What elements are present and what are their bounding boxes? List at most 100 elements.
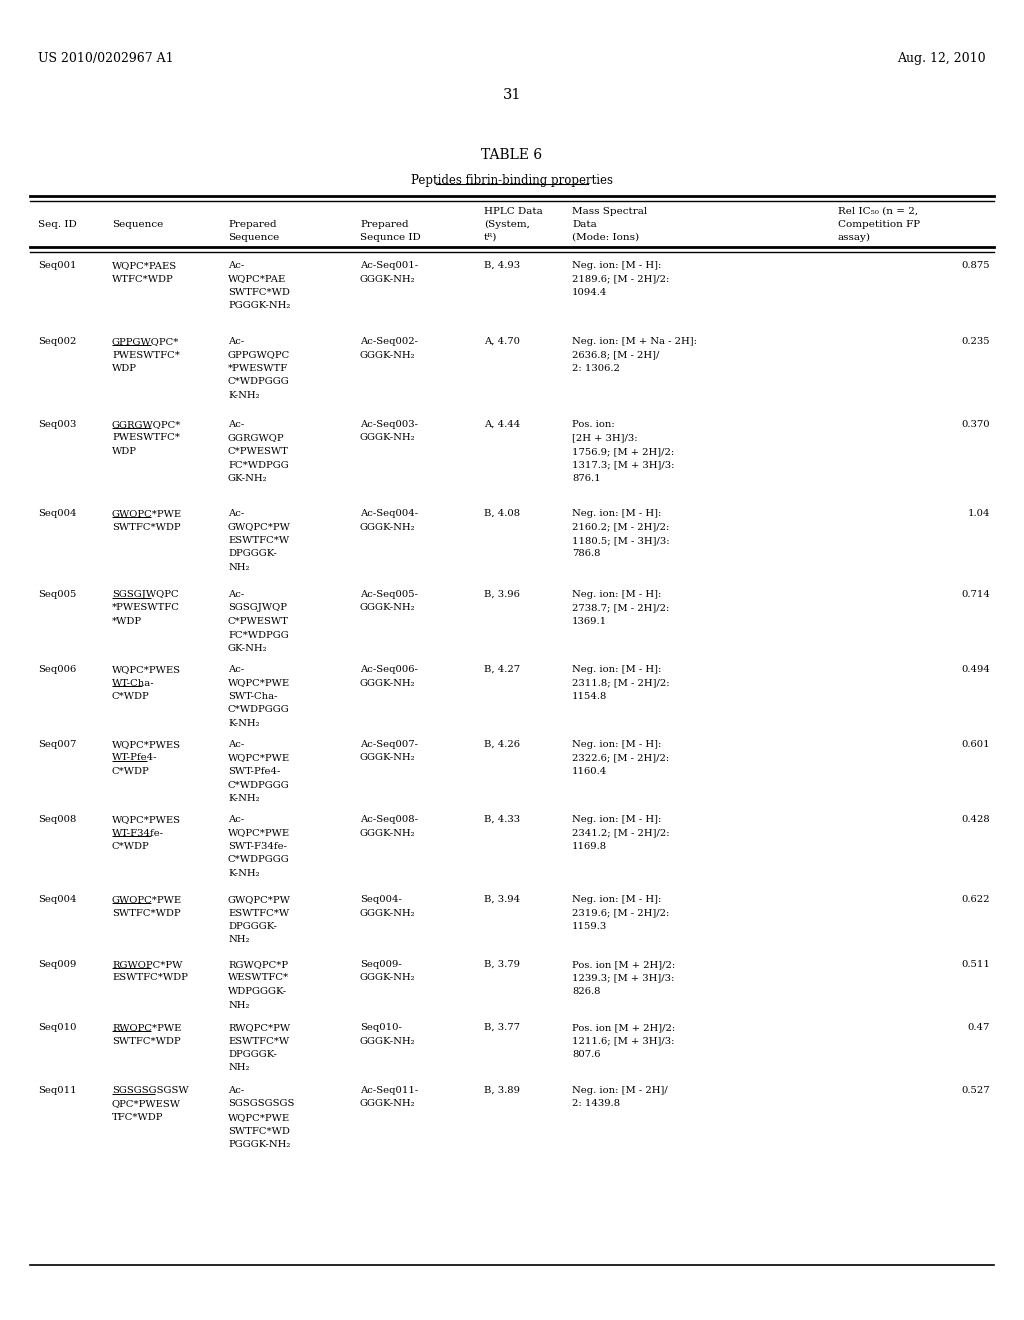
- Text: K-NH₂: K-NH₂: [228, 719, 260, 729]
- Text: SWTFC*WDP: SWTFC*WDP: [112, 523, 180, 532]
- Text: B, 3.79: B, 3.79: [484, 960, 520, 969]
- Text: B, 4.26: B, 4.26: [484, 741, 520, 748]
- Text: 1159.3: 1159.3: [572, 921, 607, 931]
- Text: Ac-: Ac-: [228, 1086, 245, 1096]
- Text: GGGK-NH₂: GGGK-NH₂: [360, 433, 416, 442]
- Text: SWTFC*WDP: SWTFC*WDP: [112, 908, 180, 917]
- Text: Pos. ion [M + 2H]/2:: Pos. ion [M + 2H]/2:: [572, 1023, 675, 1032]
- Text: SWT-Pfe4-: SWT-Pfe4-: [228, 767, 281, 776]
- Text: A, 4.44: A, 4.44: [484, 420, 520, 429]
- Text: WQPC*PWES: WQPC*PWES: [112, 741, 181, 748]
- Text: SWT-Cha-: SWT-Cha-: [228, 692, 278, 701]
- Text: 2: 1439.8: 2: 1439.8: [572, 1100, 621, 1109]
- Text: Rel IC₅₀ (n = 2,: Rel IC₅₀ (n = 2,: [838, 207, 919, 216]
- Text: Seq011: Seq011: [38, 1086, 77, 1096]
- Text: 2738.7; [M - 2H]/2:: 2738.7; [M - 2H]/2:: [572, 603, 670, 612]
- Text: TABLE 6: TABLE 6: [481, 148, 543, 162]
- Text: 1239.3; [M + 3H]/3:: 1239.3; [M + 3H]/3:: [572, 974, 675, 982]
- Text: A, 4.70: A, 4.70: [484, 337, 520, 346]
- Text: Prepared: Prepared: [228, 220, 276, 228]
- Text: 876.1: 876.1: [572, 474, 601, 483]
- Text: Ac-Seq001-: Ac-Seq001-: [360, 261, 418, 271]
- Text: assay): assay): [838, 234, 871, 242]
- Text: Sequence: Sequence: [112, 220, 163, 228]
- Text: 1160.4: 1160.4: [572, 767, 607, 776]
- Text: 826.8: 826.8: [572, 987, 600, 997]
- Text: Ac-: Ac-: [228, 261, 245, 271]
- Text: ESWTFC*W: ESWTFC*W: [228, 536, 289, 545]
- Text: ESWTFC*WDP: ESWTFC*WDP: [112, 974, 187, 982]
- Text: GGGK-NH₂: GGGK-NH₂: [360, 351, 416, 359]
- Text: WQPC*PWE: WQPC*PWE: [228, 829, 290, 837]
- Text: C*WDPGGG: C*WDPGGG: [228, 378, 290, 387]
- Text: tᴿ): tᴿ): [484, 234, 498, 242]
- Text: GGGK-NH₂: GGGK-NH₂: [360, 908, 416, 917]
- Text: GGRGWQP: GGRGWQP: [228, 433, 285, 442]
- Text: K-NH₂: K-NH₂: [228, 795, 260, 803]
- Text: RGWQPC*PW: RGWQPC*PW: [112, 960, 182, 969]
- Text: Pos. ion [M + 2H]/2:: Pos. ion [M + 2H]/2:: [572, 960, 675, 969]
- Text: Seq006: Seq006: [38, 665, 76, 675]
- Text: (Mode: Ions): (Mode: Ions): [572, 234, 639, 242]
- Text: B, 3.89: B, 3.89: [484, 1086, 520, 1096]
- Text: B, 4.93: B, 4.93: [484, 261, 520, 271]
- Text: NH₂: NH₂: [228, 564, 250, 572]
- Text: WESWTFC*: WESWTFC*: [228, 974, 289, 982]
- Text: PWESWTFC*: PWESWTFC*: [112, 351, 180, 359]
- Text: WQPC*PWES: WQPC*PWES: [112, 814, 181, 824]
- Text: Seq009: Seq009: [38, 960, 77, 969]
- Text: Seq007: Seq007: [38, 741, 77, 748]
- Text: Seq010: Seq010: [38, 1023, 77, 1032]
- Text: 1094.4: 1094.4: [572, 288, 607, 297]
- Text: 807.6: 807.6: [572, 1049, 600, 1059]
- Text: Ac-: Ac-: [228, 814, 245, 824]
- Text: NH₂: NH₂: [228, 936, 250, 945]
- Text: SWTFC*WDP: SWTFC*WDP: [112, 1036, 180, 1045]
- Text: 1.04: 1.04: [968, 510, 990, 517]
- Text: Ac-: Ac-: [228, 741, 245, 748]
- Text: Seq004: Seq004: [38, 510, 77, 517]
- Text: *PWESWTF: *PWESWTF: [228, 364, 288, 374]
- Text: SWT-F34fe-: SWT-F34fe-: [228, 842, 287, 851]
- Text: Ac-: Ac-: [228, 590, 245, 599]
- Text: WQPC*PAES: WQPC*PAES: [112, 261, 177, 271]
- Text: Neg. ion: [M - H]:: Neg. ion: [M - H]:: [572, 510, 662, 517]
- Text: FC*WDPGG: FC*WDPGG: [228, 631, 289, 639]
- Text: WDP: WDP: [112, 447, 137, 455]
- Text: C*WDP: C*WDP: [112, 767, 150, 776]
- Text: C*WDPGGG: C*WDPGGG: [228, 780, 290, 789]
- Text: 2311.8; [M - 2H]/2:: 2311.8; [M - 2H]/2:: [572, 678, 670, 688]
- Text: C*WDP: C*WDP: [112, 842, 150, 851]
- Text: Ac-Seq011-: Ac-Seq011-: [360, 1086, 418, 1096]
- Text: 2: 1306.2: 2: 1306.2: [572, 364, 620, 374]
- Text: C*WDP: C*WDP: [112, 692, 150, 701]
- Text: DPGGGK-: DPGGGK-: [228, 1049, 276, 1059]
- Text: 0.511: 0.511: [962, 960, 990, 969]
- Text: 2636.8; [M - 2H]/: 2636.8; [M - 2H]/: [572, 351, 659, 359]
- Text: 1317.3; [M + 3H]/3:: 1317.3; [M + 3H]/3:: [572, 461, 675, 470]
- Text: GWQPC*PWE: GWQPC*PWE: [112, 510, 182, 517]
- Text: US 2010/0202967 A1: US 2010/0202967 A1: [38, 51, 174, 65]
- Text: B, 4.08: B, 4.08: [484, 510, 520, 517]
- Text: 0.428: 0.428: [962, 814, 990, 824]
- Text: Ac-Seq004-: Ac-Seq004-: [360, 510, 418, 517]
- Text: Seq010-: Seq010-: [360, 1023, 401, 1032]
- Text: QPC*PWESW: QPC*PWESW: [112, 1100, 181, 1109]
- Text: PWESWTFC*: PWESWTFC*: [112, 433, 180, 442]
- Text: 0.494: 0.494: [962, 665, 990, 675]
- Text: DPGGGK-: DPGGGK-: [228, 549, 276, 558]
- Text: Neg. ion: [M - H]:: Neg. ion: [M - H]:: [572, 814, 662, 824]
- Text: 1211.6; [M + 3H]/3:: 1211.6; [M + 3H]/3:: [572, 1036, 675, 1045]
- Text: GK-NH₂: GK-NH₂: [228, 644, 267, 653]
- Text: GGGK-NH₂: GGGK-NH₂: [360, 1036, 416, 1045]
- Text: C*WDPGGG: C*WDPGGG: [228, 855, 290, 865]
- Text: WDP: WDP: [112, 364, 137, 374]
- Text: 2322.6; [M - 2H]/2:: 2322.6; [M - 2H]/2:: [572, 754, 670, 763]
- Text: GGRGWQPC*: GGRGWQPC*: [112, 420, 181, 429]
- Text: SWTFC*WD: SWTFC*WD: [228, 288, 290, 297]
- Text: Ac-Seq008-: Ac-Seq008-: [360, 814, 418, 824]
- Text: Mass Spectral: Mass Spectral: [572, 207, 647, 216]
- Text: WT-Pfe4-: WT-Pfe4-: [112, 754, 158, 763]
- Text: 31: 31: [503, 88, 521, 102]
- Text: GGGK-NH₂: GGGK-NH₂: [360, 678, 416, 688]
